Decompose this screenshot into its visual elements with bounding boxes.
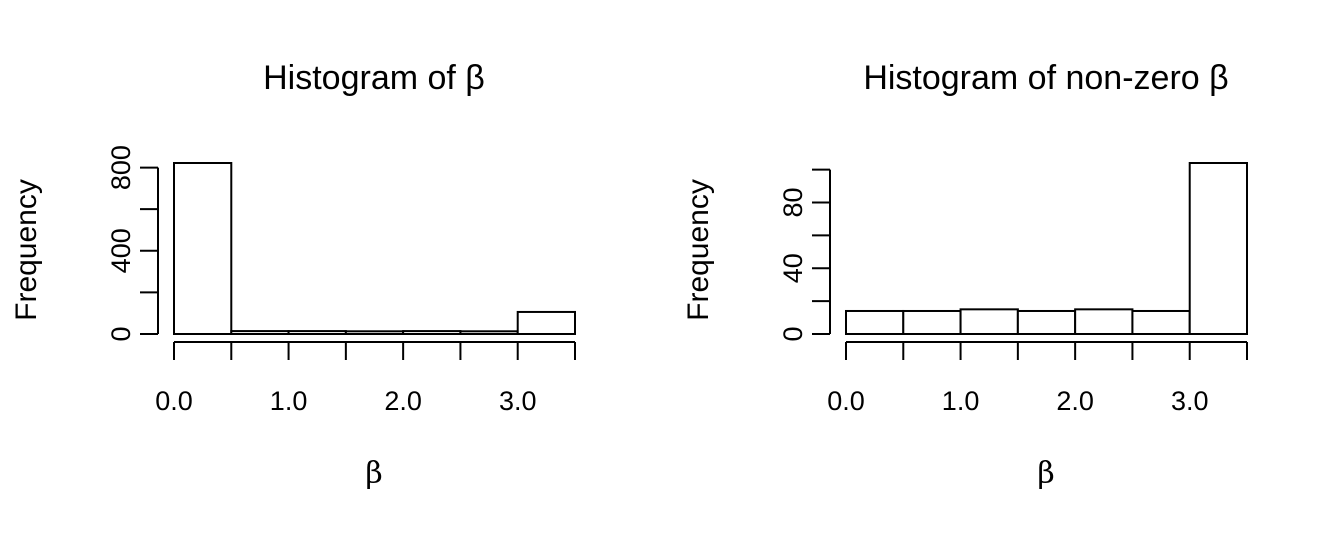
histogram-panel-nonzero-beta: Histogram of non-zero β Frequency β 0.0 1… (682, 59, 1248, 491)
histogram-bar (459, 330, 519, 336)
x-tick-label: 0.0 (827, 386, 865, 416)
histogram-bar (1188, 162, 1248, 335)
y-axis-label: Frequency (682, 179, 715, 321)
histogram-bar (1131, 309, 1191, 336)
y-tick-label: 80 (778, 187, 808, 217)
histogram-bar (287, 330, 347, 335)
y-tick-label: 0 (106, 326, 136, 341)
y-tick-label: 40 (778, 253, 808, 283)
x-tick-label: 2.0 (1056, 386, 1094, 416)
histogram-bar (959, 308, 1019, 336)
histogram-bar (402, 330, 462, 335)
x-axis-label: β (1037, 456, 1054, 491)
x-tick-label: 3.0 (1171, 386, 1209, 416)
y-tick-label: 800 (106, 145, 136, 190)
x-axis-label: β (365, 456, 382, 491)
histogram-bar (173, 162, 233, 335)
chart-title: Histogram of β (263, 59, 485, 97)
x-tick-label: 2.0 (384, 386, 422, 416)
chart-title: Histogram of non-zero β (863, 59, 1228, 97)
x-tick-label: 1.0 (942, 386, 980, 416)
histogram-bar (344, 330, 405, 336)
x-tick-label: 1.0 (270, 386, 308, 416)
y-tick-label: 0 (778, 326, 808, 341)
histogram-bar (845, 309, 905, 336)
x-tick-label: 3.0 (499, 386, 537, 416)
histogram-bar (516, 310, 577, 336)
histogram-panel-beta: Histogram of β Frequency β 0.0 1.0 2.0 3.0 0… (10, 59, 577, 491)
x-tick-label: 0.0 (155, 386, 193, 416)
histogram-bar (230, 330, 290, 335)
y-axis-label: Frequency (10, 179, 43, 321)
histogram-bar (1016, 309, 1077, 336)
histogram-bar (902, 309, 962, 336)
y-tick-label: 400 (106, 228, 136, 273)
histogram-bar (1074, 308, 1134, 336)
